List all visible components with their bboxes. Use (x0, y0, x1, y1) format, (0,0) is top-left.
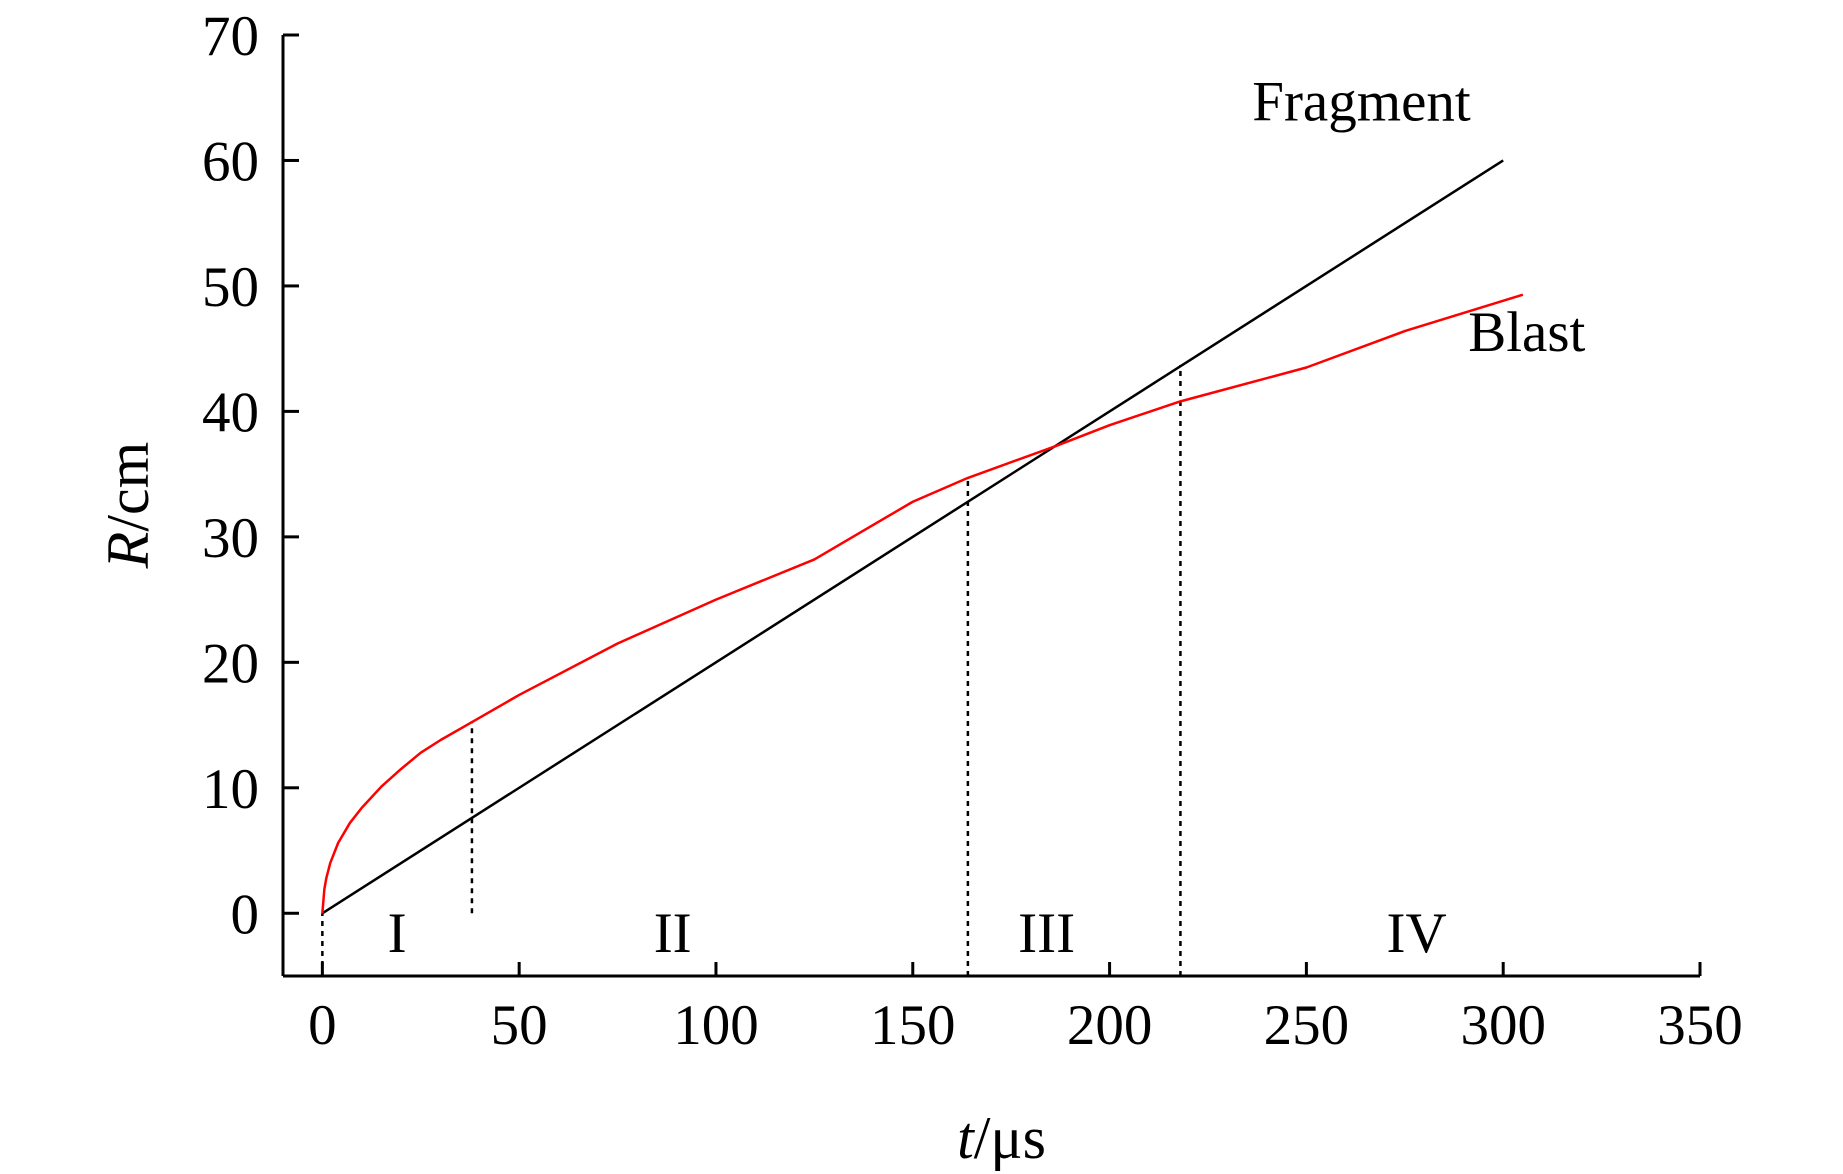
region-label: III (1018, 902, 1075, 965)
y-axis-label-unit: /cm (95, 442, 161, 532)
y-tick-label: 0 (231, 883, 260, 946)
y-tick-label: 30 (202, 507, 259, 570)
y-axis-label: R/cm (95, 442, 161, 570)
x-tick-label: 350 (1657, 994, 1743, 1057)
y-tick-label: 40 (202, 381, 259, 444)
series-lines (321, 159, 1524, 915)
x-tick-label: 150 (870, 994, 956, 1057)
x-tick-label: 300 (1460, 994, 1546, 1057)
x-tick-label: 100 (673, 994, 759, 1057)
y-tick-label: 10 (202, 758, 259, 821)
region-dividers (321, 364, 1182, 976)
x-tick-label: 0 (308, 994, 337, 1057)
x-axis-label-unit: /μs (974, 1105, 1046, 1171)
x-tick-label: 50 (491, 994, 548, 1057)
series-label-blast: Blast (1468, 301, 1585, 364)
region-label: IV (1387, 902, 1447, 965)
series-line-blast (321, 293, 1524, 914)
y-tick-label: 50 (202, 256, 259, 319)
x-tick-label: 200 (1067, 994, 1153, 1057)
axes: 0 10 20 30 40 50 60 70 0 50 100 150 200 250 300 350 t/μs… (95, 5, 1743, 1171)
x-axis-label: t/μs (957, 1105, 1046, 1171)
series-line-fragment (321, 159, 1504, 915)
x-axis-label-var: t (957, 1105, 975, 1171)
y-tick-label: 20 (202, 632, 259, 695)
y-tick-label: 60 (202, 130, 259, 193)
region-label: I (388, 902, 407, 965)
region-label: II (654, 902, 692, 965)
y-axis-label-var: R (95, 532, 161, 570)
series-label-fragment: Fragment (1252, 70, 1471, 133)
x-tick-label: 250 (1264, 994, 1350, 1057)
y-tick-label: 70 (202, 5, 259, 68)
